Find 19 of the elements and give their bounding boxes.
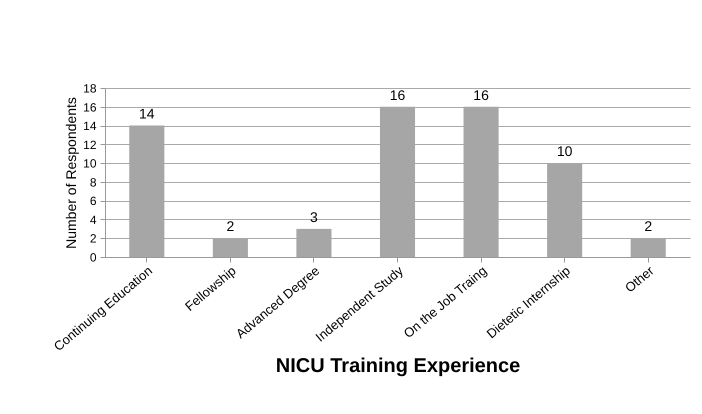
data-label: 3 (310, 208, 318, 225)
y-tick-label: 12 (83, 138, 97, 152)
data-label: 2 (644, 218, 652, 234)
y-tick-label: 18 (83, 82, 97, 96)
y-tick-label: 4 (90, 212, 97, 227)
data-label: 16 (390, 86, 406, 103)
y-tick-label: 16 (83, 100, 97, 114)
data-label: 2 (226, 218, 234, 234)
y-axis-title: Number of Respondents (63, 97, 80, 249)
y-tick-label: 6 (90, 194, 97, 208)
y-tick-label: 8 (90, 175, 97, 190)
y-tick-label: 14 (83, 119, 97, 134)
y-tick-label: 2 (90, 232, 97, 246)
x-axis-title: NICU Training Experience (276, 354, 520, 377)
data-label: 16 (473, 86, 490, 103)
data-label: 10 (556, 143, 573, 160)
y-tick-label: 10 (83, 156, 97, 171)
data-label: 14 (138, 106, 155, 122)
y-tick-label: 0 (90, 250, 97, 264)
